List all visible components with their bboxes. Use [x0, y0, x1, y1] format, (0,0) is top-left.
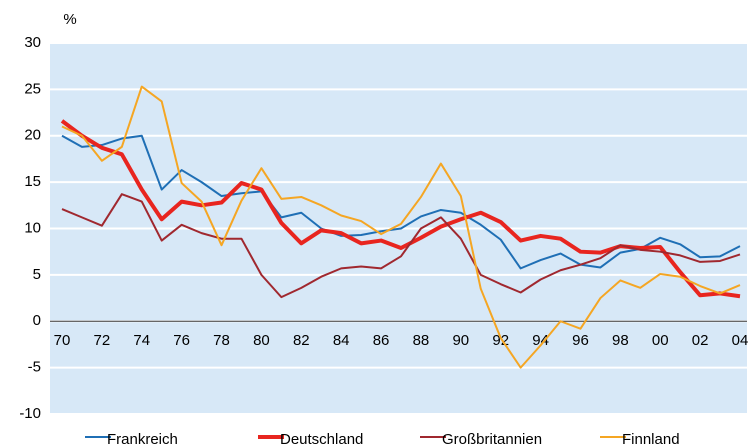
- x-tick-label: 04: [732, 332, 749, 349]
- x-tick-label: 86: [373, 332, 390, 349]
- y-tick-label: 30: [24, 34, 41, 51]
- x-tick-label: 90: [452, 332, 469, 349]
- y-tick-label: 15: [24, 173, 41, 190]
- x-tick-label: 00: [652, 332, 669, 349]
- y-tick-label: 10: [24, 219, 41, 236]
- y-tick-label: -10: [19, 405, 41, 422]
- x-tick-label: 96: [572, 332, 589, 349]
- legend-label: Frankreich: [107, 431, 178, 448]
- series-line: [61, 134, 741, 270]
- y-tick-label: 25: [24, 80, 41, 97]
- x-tick-label: 70: [54, 332, 71, 349]
- x-tick-label: 74: [133, 332, 150, 349]
- legend-label: Deutschland: [280, 431, 363, 448]
- x-tick-label: 88: [413, 332, 430, 349]
- y-axis-label: %: [63, 11, 76, 28]
- x-tick-label: 02: [692, 332, 709, 349]
- x-tick-label: 94: [532, 332, 549, 349]
- x-tick-label: 80: [253, 332, 270, 349]
- x-tick-label: 82: [293, 332, 310, 349]
- series-line: [61, 85, 741, 369]
- y-tick-label: 0: [33, 312, 41, 329]
- x-tick-label: 98: [612, 332, 629, 349]
- x-tick-label: 84: [333, 332, 350, 349]
- y-tick-label: -5: [28, 359, 41, 376]
- legend-label: Finnland: [622, 431, 680, 448]
- x-tick-label: 72: [94, 332, 111, 349]
- y-tick-label: 20: [24, 127, 41, 144]
- series-line: [61, 193, 741, 299]
- x-tick-label: 78: [213, 332, 230, 349]
- y-tick-label: 5: [33, 266, 41, 283]
- legend-label: Großbritannien: [442, 431, 542, 448]
- x-tick-label: 76: [173, 332, 190, 349]
